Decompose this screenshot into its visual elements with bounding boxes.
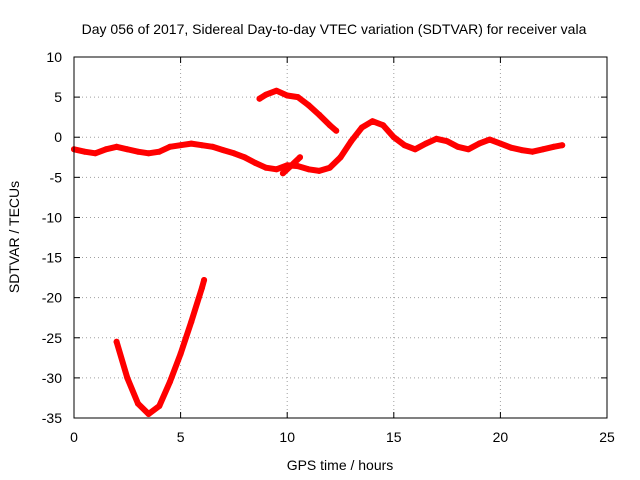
y-tick-label: -35 xyxy=(42,410,62,426)
data-point xyxy=(230,150,237,157)
data-point xyxy=(113,338,120,345)
x-axis-label: GPS time / hours xyxy=(287,457,394,473)
y-tick-label: 5 xyxy=(54,89,62,105)
y-tick-label: 0 xyxy=(54,129,62,145)
y-tick-label: -30 xyxy=(42,370,62,386)
data-point xyxy=(177,350,184,357)
data-point xyxy=(273,87,280,94)
data-point xyxy=(444,138,451,145)
y-tick-label: -25 xyxy=(42,330,62,346)
data-point xyxy=(476,140,483,147)
data-point xyxy=(279,170,286,177)
y-axis-label: SDTVAR / TECUs xyxy=(6,181,22,293)
data-point xyxy=(166,378,173,385)
data-point xyxy=(188,140,195,147)
series-line-arc-dip xyxy=(113,277,208,417)
data-point xyxy=(305,102,312,109)
series-line-arc-main xyxy=(71,118,566,174)
data-point xyxy=(81,148,88,155)
data-point xyxy=(135,400,141,407)
data-point xyxy=(305,166,312,173)
data-point xyxy=(401,142,408,149)
data-point xyxy=(198,285,205,291)
data-point xyxy=(348,138,355,145)
data-point xyxy=(433,135,440,142)
data-point xyxy=(333,127,340,134)
data-point xyxy=(390,134,397,141)
data-point xyxy=(465,146,472,153)
data-point xyxy=(529,148,536,155)
data-point xyxy=(166,143,173,150)
data-point xyxy=(124,374,131,381)
data-point xyxy=(288,162,295,169)
data-point xyxy=(326,122,333,129)
data-point xyxy=(412,146,419,153)
chart-title: Day 056 of 2017, Sidereal Day-to-day VTE… xyxy=(82,21,587,37)
data-point xyxy=(508,144,515,151)
data-point xyxy=(337,154,344,161)
data-point xyxy=(201,277,208,283)
data-point xyxy=(358,124,365,131)
data-point xyxy=(316,167,323,174)
y-tick-label: -5 xyxy=(50,169,63,185)
data-point xyxy=(145,411,152,417)
data-point xyxy=(124,146,131,153)
data-point xyxy=(177,142,184,149)
data-point xyxy=(316,111,323,118)
data-point xyxy=(540,146,546,153)
data-point xyxy=(497,140,504,147)
data-point xyxy=(256,95,263,102)
data-point xyxy=(241,154,248,161)
data-point xyxy=(188,318,195,325)
data-point xyxy=(559,142,566,149)
data-point xyxy=(273,166,280,173)
data-point xyxy=(297,154,303,161)
y-tick-label: -10 xyxy=(42,209,62,225)
data-point xyxy=(92,150,99,157)
y-tick-label: -15 xyxy=(42,250,62,266)
data-point xyxy=(262,164,269,171)
data-point xyxy=(156,148,163,155)
plot-frame xyxy=(73,56,608,419)
x-tick-label: 20 xyxy=(493,429,509,445)
data-point xyxy=(156,403,163,409)
data-point xyxy=(380,122,387,129)
series-group xyxy=(71,87,566,417)
data-point xyxy=(486,136,493,143)
data-point xyxy=(220,147,227,154)
data-point xyxy=(518,147,525,154)
data-point xyxy=(103,146,109,153)
data-point xyxy=(454,143,461,150)
data-point xyxy=(284,92,291,99)
x-tick-label: 0 xyxy=(70,429,78,445)
x-tick-label: 10 xyxy=(279,429,295,445)
y-tick-label: -20 xyxy=(42,290,62,306)
axis-ticks: 0 5 10 15 20 25 10 5 0 -5 -10 -15 -20 -25 -30 -35 xyxy=(42,49,615,445)
data-point xyxy=(326,164,333,171)
data-point xyxy=(262,91,269,98)
x-tick-label: 15 xyxy=(386,429,402,445)
data-point xyxy=(145,150,152,157)
data-point xyxy=(135,148,141,155)
grid xyxy=(74,57,607,418)
data-point xyxy=(252,159,259,166)
data-point xyxy=(422,140,429,147)
x-tick-label: 25 xyxy=(599,429,615,445)
data-point xyxy=(198,142,205,149)
data-point xyxy=(209,143,216,150)
x-tick-label: 5 xyxy=(177,429,185,445)
y-tick-label: 10 xyxy=(46,49,62,65)
data-point xyxy=(369,118,376,125)
data-point xyxy=(294,94,301,101)
data-point xyxy=(550,143,557,150)
data-point xyxy=(113,143,120,150)
